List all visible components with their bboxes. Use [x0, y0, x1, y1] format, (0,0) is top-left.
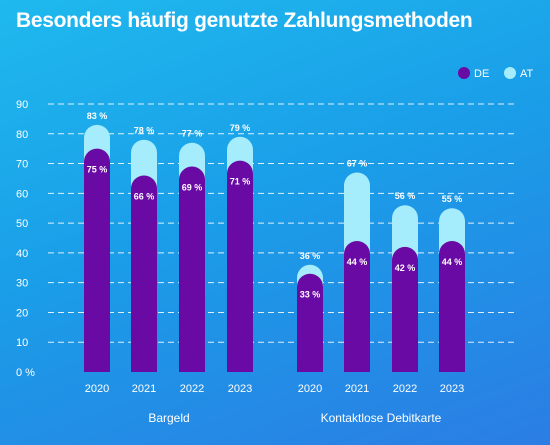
y-tick-label: 70 — [16, 159, 28, 171]
legend-label-at: AT — [520, 68, 534, 80]
data-label-at: 83 % — [87, 111, 108, 121]
x-tick-label: 2022 — [393, 383, 417, 395]
data-label-at: 36 % — [300, 251, 321, 261]
y-tick-label: 30 — [16, 278, 28, 290]
bar-de-2020 — [84, 148, 110, 372]
y-tick-label: 90 — [16, 99, 28, 111]
x-tick-label: 2023 — [440, 383, 464, 395]
data-label-de: 69 % — [182, 183, 203, 193]
bar-de-2020 — [297, 273, 323, 372]
x-tick-label: 2023 — [228, 383, 252, 395]
legend-swatch-at — [504, 67, 516, 79]
data-label-at: 67 % — [347, 158, 368, 168]
y-tick-label: 60 — [16, 188, 28, 200]
data-label-de: 44 % — [442, 257, 463, 267]
x-tick-label: 2021 — [132, 383, 156, 395]
bar-de-2021 — [344, 240, 370, 372]
legend-label-de: DE — [474, 68, 489, 80]
y-tick-label: 10 — [16, 337, 28, 349]
data-label-de: 42 % — [395, 263, 416, 273]
data-label-de: 71 % — [230, 177, 251, 187]
data-label-at: 55 % — [442, 194, 463, 204]
group-label: Kontaktlose Debitkarte — [321, 411, 442, 425]
y-tick-label: 50 — [16, 218, 28, 230]
x-tick-label: 2022 — [180, 383, 204, 395]
data-label-de: 75 % — [87, 165, 108, 175]
data-label-at: 78 % — [134, 126, 155, 136]
chart-title: Besonders häufig genutzte Zahlungsmethod… — [16, 9, 473, 32]
data-label-at: 77 % — [182, 129, 203, 139]
x-tick-label: 2020 — [85, 383, 109, 395]
bar-de-2023 — [227, 160, 253, 372]
bar-de-2022 — [392, 246, 418, 372]
y-tick-label: 20 — [16, 307, 28, 319]
bar-de-2023 — [439, 240, 465, 372]
bar-de-2021 — [131, 175, 157, 372]
data-label-de: 44 % — [347, 257, 368, 267]
x-tick-label: 2020 — [298, 383, 322, 395]
y-tick-label: 40 — [16, 248, 28, 260]
data-label-at: 56 % — [395, 191, 416, 201]
legend-swatch-de — [458, 67, 470, 79]
x-tick-label: 2021 — [345, 383, 369, 395]
data-label-at: 79 % — [230, 123, 251, 133]
bar-de-2022 — [179, 166, 205, 372]
y-tick-label: 0 % — [16, 367, 35, 379]
data-label-de: 66 % — [134, 191, 155, 201]
group-label: Bargeld — [148, 411, 189, 425]
data-label-de: 33 % — [300, 290, 321, 300]
y-tick-label: 80 — [16, 129, 28, 141]
